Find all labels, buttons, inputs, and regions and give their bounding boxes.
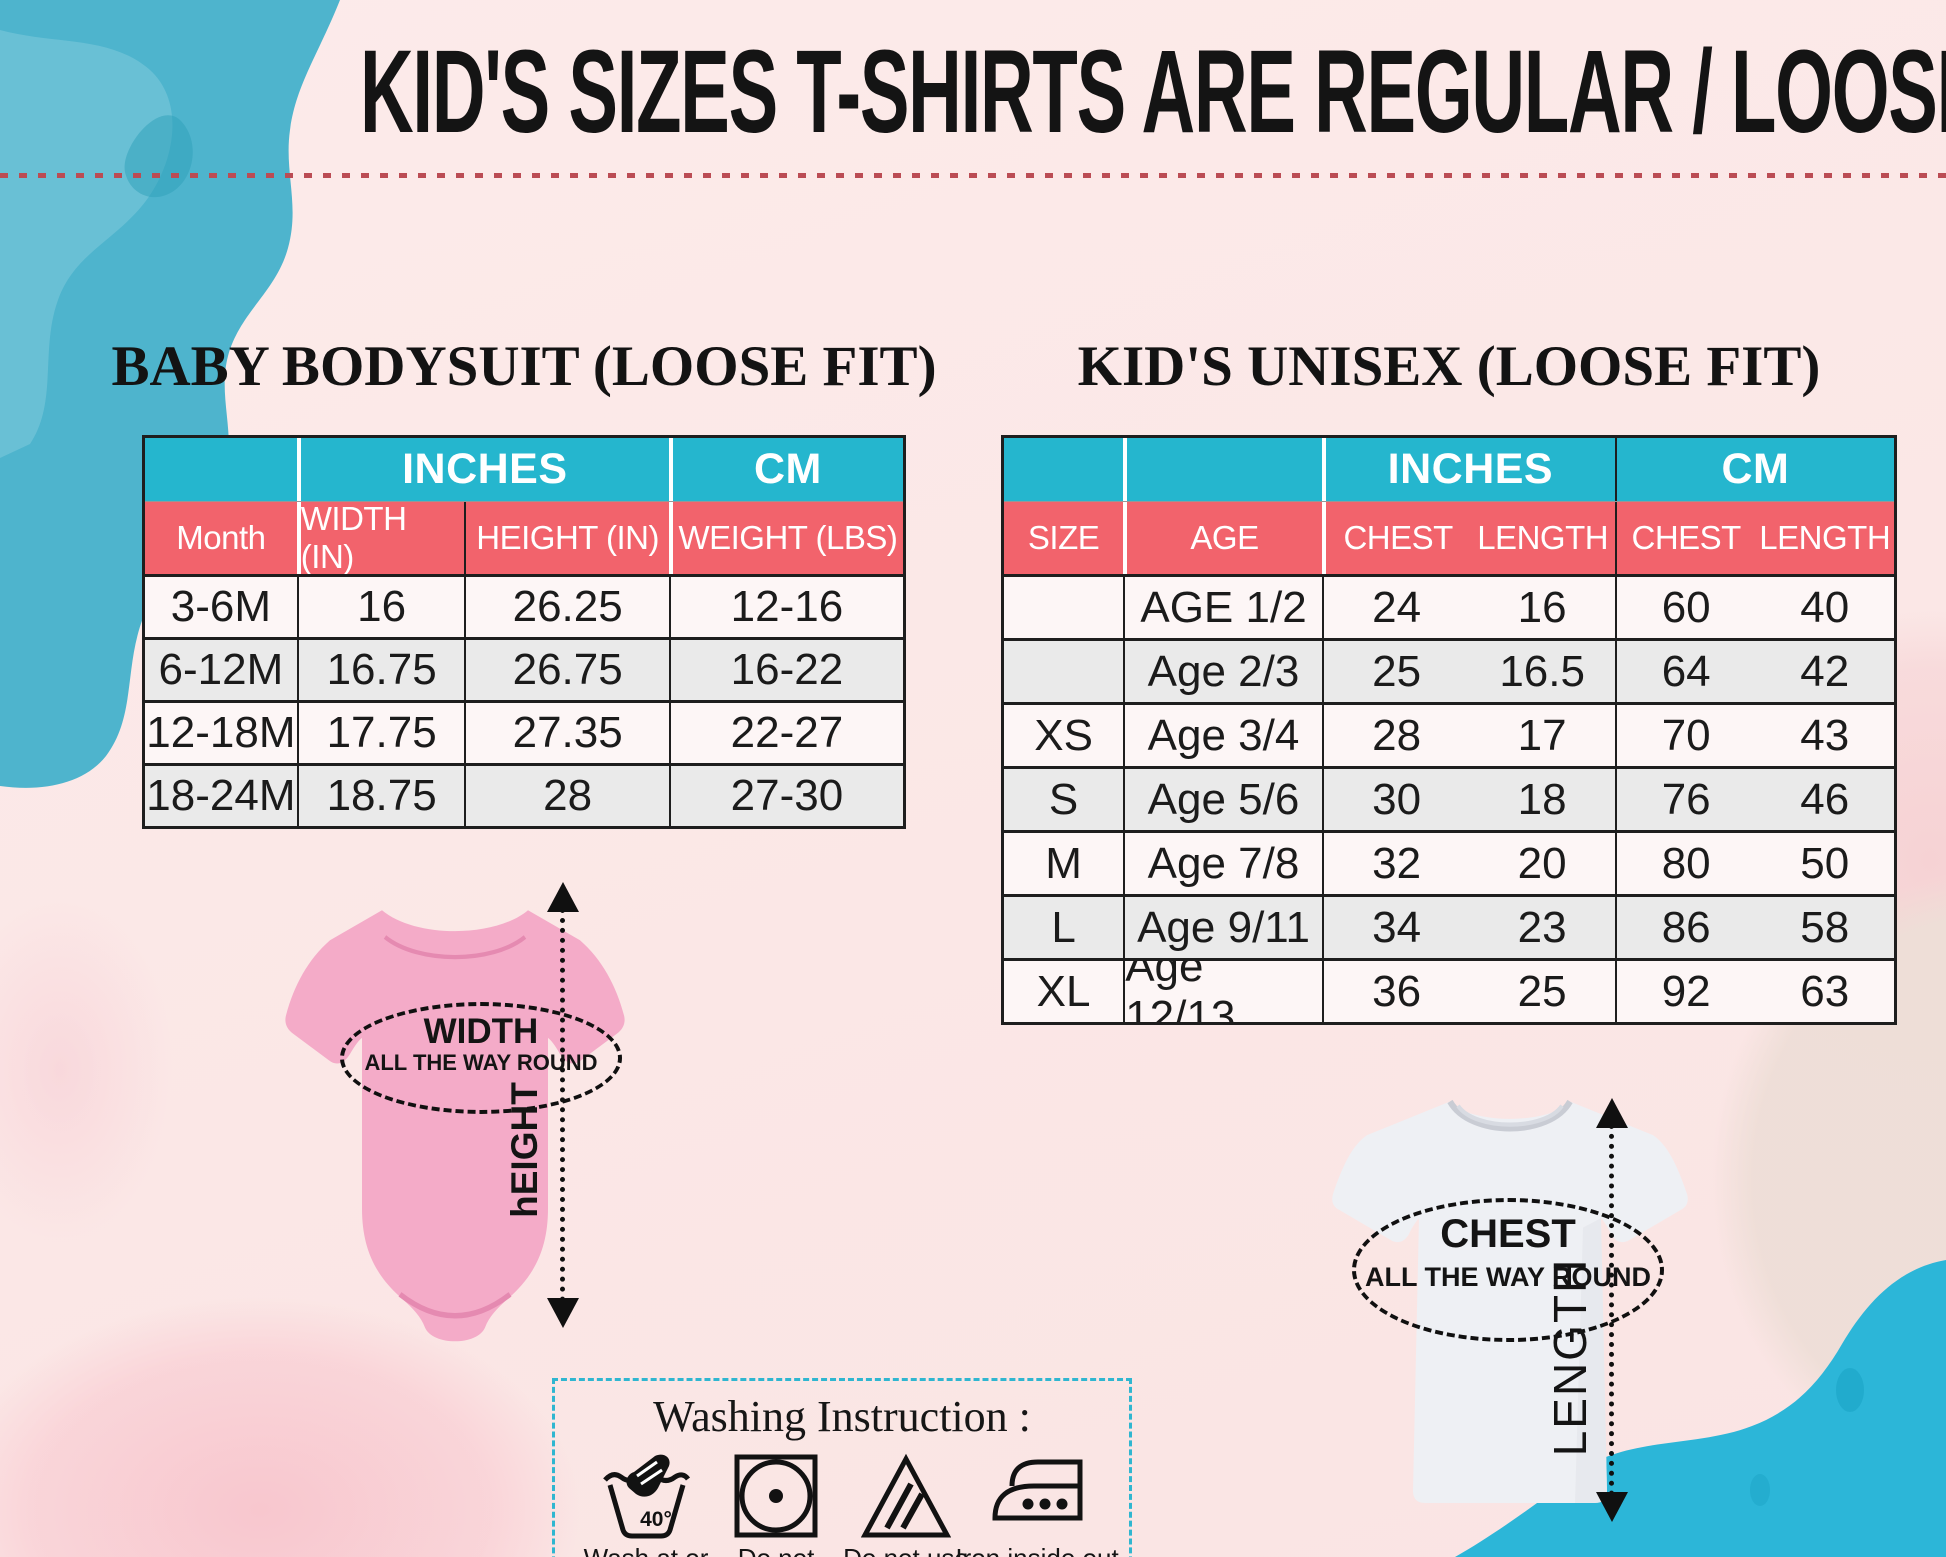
baby-inches-header: INCHES [296,438,669,501]
dotted-separator-line [0,173,1946,178]
length-measure-line [1609,1124,1614,1496]
height-arrow-down-icon [547,1298,579,1328]
kids-table-unit-row: INCHES CM [1004,438,1894,502]
wash-caption: Wash at orbelow 40° [584,1544,709,1557]
height-label: hEIGHT [504,1082,545,1218]
wash-caption: Do not usebleach. [843,1544,969,1557]
washing-instruction-box: Washing Instruction : 40° Wash at orbelo… [552,1378,1132,1557]
baby-col-width: WIDTH (IN) [296,502,465,574]
wash-caption: Iron inside outLow Temp. [955,1544,1118,1557]
width-label: WIDTH [423,1012,539,1051]
kids-col-size: SIZE [1004,502,1124,574]
baby-col-month: Month [145,502,297,574]
baby-table-unit-row: INCHES CM [145,438,903,502]
width-sublabel: ALL THE WAY ROUND [364,1050,598,1075]
washing-instruction-title: Washing Instruction : [653,1392,1031,1441]
chest-sublabel: ALL THE WAY ROUND [1364,1262,1652,1292]
baby-bodysuit-table: INCHES CM Month WIDTH (IN) HEIGHT (IN) W… [142,435,906,829]
chest-label: CHEST [1440,1212,1576,1256]
teal-watercolor-blob-top-left [0,0,340,788]
kids-blank-header-cell [1123,438,1322,501]
height-measure-line [560,908,565,1302]
kids-table-row: XL Age 12/13 36 25 92 63 [1004,958,1895,1022]
length-arrow-up-icon [1596,1098,1628,1128]
baby-table-column-row: Month WIDTH (IN) HEIGHT (IN) WEIGHT (LBS… [145,502,903,574]
height-arrow-up-icon [547,882,579,912]
handwash-40-icon: 40° [603,1454,691,1539]
pink-wash-left [0,840,210,1300]
kids-table-row: AGE 1/2 24 16 60 40 [1004,574,1895,638]
kids-table-row: XS Age 3/4 28 17 70 43 [1004,702,1895,766]
kids-cm-header: CM [1614,438,1894,501]
kids-col-inches-pair: CHEST LENGTH [1321,502,1615,574]
baby-blank-header-cell [145,438,297,501]
wash-item-iron: Iron inside outLow Temp. [955,1452,1119,1557]
baby-bodysuit-illustration [285,910,625,1342]
wash-item-no-bleach: Do not usebleach. [841,1452,971,1557]
kids-blank-header-cell [1004,438,1124,501]
no-bleach-icon [861,1453,951,1538]
baby-table-row: 6-12M 16.75 26.75 16-22 [145,637,903,700]
baby-cm-header: CM [668,438,903,501]
baby-col-weight: WEIGHT (LBS) [668,502,903,574]
length-label: LENGTH [1544,1257,1596,1457]
length-arrow-down-icon [1596,1492,1628,1522]
width-measure-ellipse [340,1002,622,1114]
kids-table-row: L Age 9/11 34 23 86 58 [1004,894,1895,958]
baby-table-row: 3-6M 16 26.25 12-16 [145,574,903,637]
kids-inches-header: INCHES [1321,438,1615,501]
baby-table-row: 12-18M 17.75 27.35 22-27 [145,700,903,763]
kids-unisex-heading: KID'S UNISEX (LOOSE FIT) [1077,335,1821,398]
wash-item-no-tumble: Do nottumble dry [711,1452,841,1557]
kids-unisex-table: INCHES CM SIZE AGE CHEST LENGTH CHEST LE… [1001,435,1897,1025]
page-title: KID'S SIZES T-SHIRTS ARE REGULAR / LOOSE… [360,26,1946,158]
kids-table-row: M Age 7/8 32 20 80 50 [1004,830,1895,894]
baby-col-height: HEIGHT (IN) [464,502,669,574]
no-tumble-dry-icon [734,1454,818,1538]
kids-col-age: AGE [1123,502,1322,574]
iron-low-temp-icon [992,1459,1083,1521]
wash-caption: Do nottumble dry [715,1544,836,1557]
kids-table-column-row: SIZE AGE CHEST LENGTH CHEST LENGTH [1004,502,1894,574]
svg-text:40°: 40° [640,1508,672,1531]
kids-table-row: S Age 5/6 30 18 76 46 [1004,766,1895,830]
kids-table-row: Age 2/3 25 16.5 64 42 [1004,638,1895,702]
baby-table-row: 18-24M 18.75 28 27-30 [145,763,903,826]
kids-col-cm-pair: CHEST LENGTH [1614,502,1894,574]
chest-measure-ellipse [1352,1198,1664,1342]
baby-bodysuit-heading: BABY BODYSUIT (LOOSE FIT) [111,335,937,398]
wash-item-handwash: 40° Wash at orbelow 40° [581,1452,711,1557]
